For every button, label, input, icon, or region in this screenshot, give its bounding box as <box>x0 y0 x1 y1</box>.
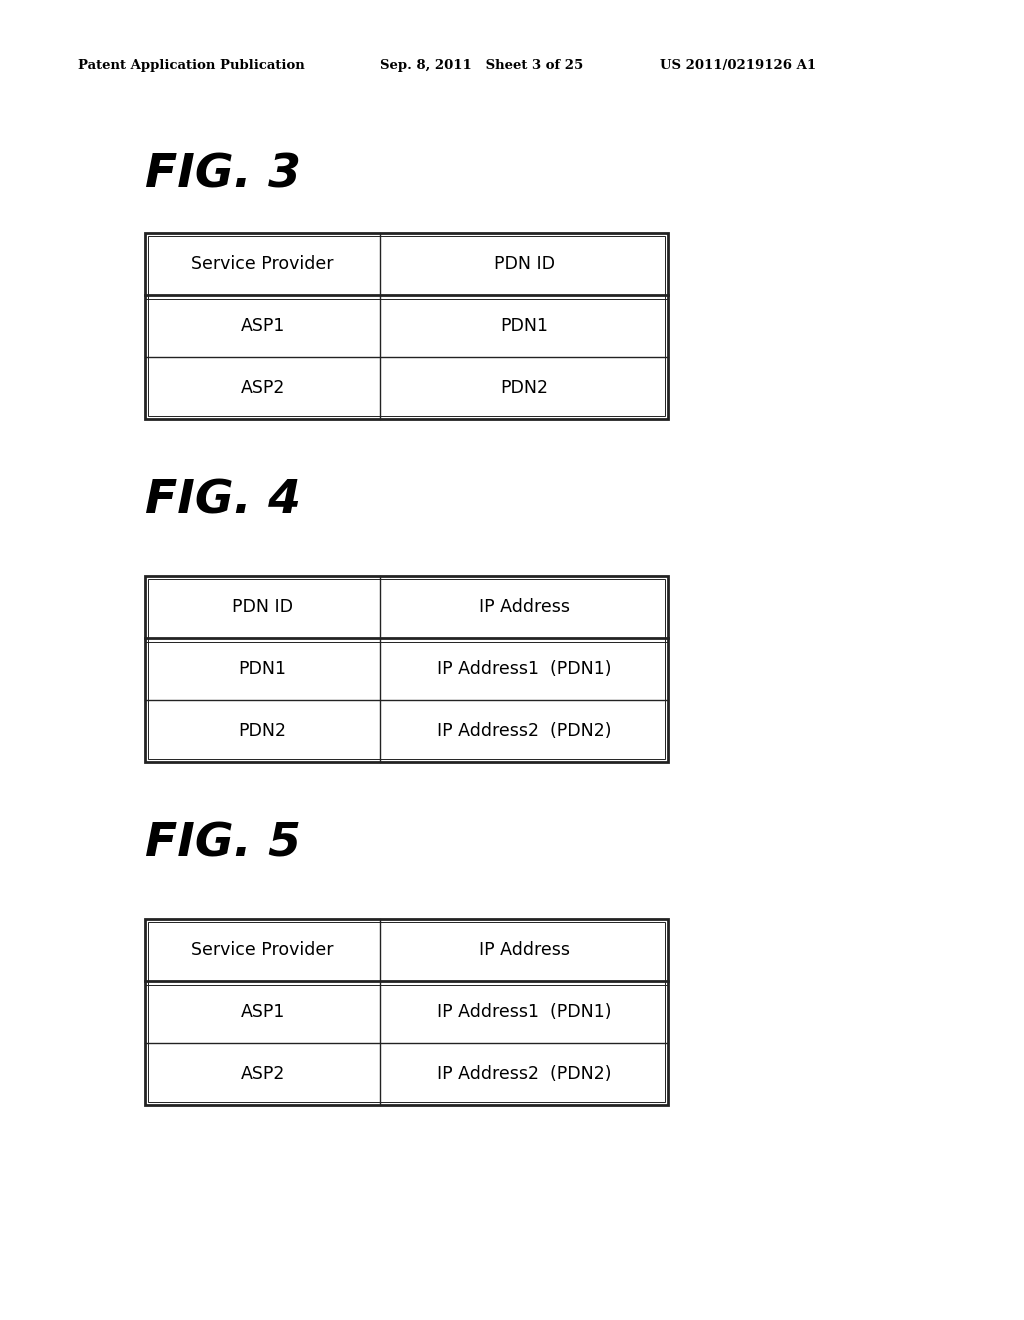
Bar <box>148 236 665 416</box>
Text: FIG. 5: FIG. 5 <box>145 821 301 866</box>
Text: IP Address1  (PDN1): IP Address1 (PDN1) <box>437 660 611 678</box>
Bar <box>145 576 668 762</box>
Text: IP Address2  (PDN2): IP Address2 (PDN2) <box>437 722 611 741</box>
Text: PDN1: PDN1 <box>500 317 548 335</box>
Text: Service Provider: Service Provider <box>191 941 334 960</box>
Text: FIG. 4: FIG. 4 <box>145 479 301 524</box>
Text: IP Address2  (PDN2): IP Address2 (PDN2) <box>437 1065 611 1082</box>
Bar <box>148 921 665 1102</box>
Text: IP Address: IP Address <box>478 941 569 960</box>
Text: IP Address: IP Address <box>478 598 569 616</box>
Text: ASP2: ASP2 <box>241 1065 285 1082</box>
Text: FIG. 3: FIG. 3 <box>145 153 301 198</box>
Text: IP Address1  (PDN1): IP Address1 (PDN1) <box>437 1003 611 1020</box>
Text: Service Provider: Service Provider <box>191 255 334 273</box>
Bar <box>148 579 665 759</box>
Bar <box>145 919 668 1105</box>
Text: ASP1: ASP1 <box>241 1003 285 1020</box>
Bar <box>145 234 668 418</box>
Text: ASP1: ASP1 <box>241 317 285 335</box>
Text: Sep. 8, 2011   Sheet 3 of 25: Sep. 8, 2011 Sheet 3 of 25 <box>380 58 584 71</box>
Text: PDN ID: PDN ID <box>232 598 293 616</box>
Text: ASP2: ASP2 <box>241 379 285 397</box>
Text: PDN ID: PDN ID <box>494 255 555 273</box>
Text: Patent Application Publication: Patent Application Publication <box>78 58 305 71</box>
Text: PDN2: PDN2 <box>500 379 548 397</box>
Text: PDN1: PDN1 <box>239 660 287 678</box>
Text: PDN2: PDN2 <box>239 722 287 741</box>
Text: US 2011/0219126 A1: US 2011/0219126 A1 <box>660 58 816 71</box>
